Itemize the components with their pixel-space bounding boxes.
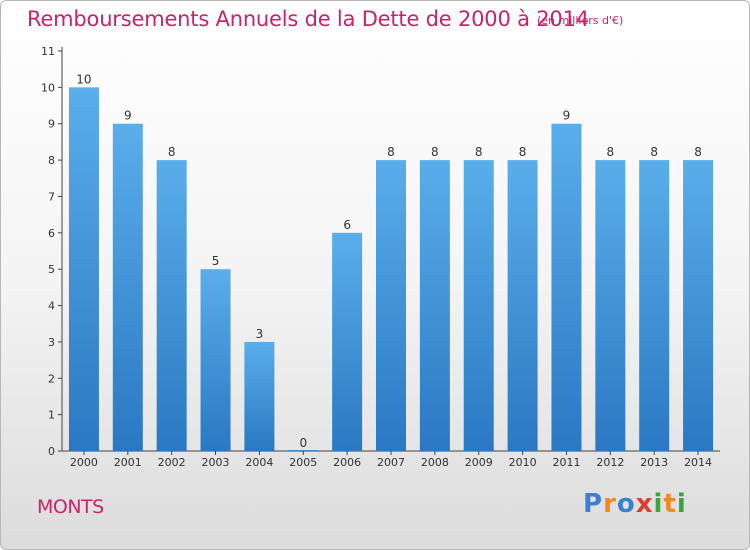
x-tick-label: 2007 — [377, 456, 405, 469]
x-tick-label: 2000 — [70, 456, 98, 469]
bar — [68, 87, 99, 451]
logo-letter: o — [616, 489, 636, 519]
logo-letter: t — [663, 489, 677, 519]
bar — [200, 269, 231, 451]
data-label: 8 — [694, 145, 702, 159]
logo-letter: P — [583, 489, 604, 519]
data-label: 6 — [343, 218, 351, 232]
bar — [376, 160, 406, 451]
x-tick-label: 2012 — [596, 456, 624, 469]
bar — [332, 232, 363, 451]
x-tick-label: 2003 — [202, 456, 230, 469]
y-tick-label: 6 — [48, 227, 55, 240]
x-tick-label: 2002 — [158, 456, 186, 469]
data-label: 8 — [431, 145, 439, 159]
x-tick-label: 2010 — [509, 456, 537, 469]
bar — [683, 160, 714, 451]
y-tick-label: 4 — [48, 300, 55, 313]
y-tick-label: 0 — [48, 445, 55, 458]
bar — [551, 123, 582, 452]
data-label: 8 — [475, 145, 483, 159]
x-tick-label: 2001 — [114, 456, 142, 469]
y-tick-label: 3 — [48, 336, 55, 349]
x-tick-label: 2013 — [640, 456, 668, 469]
bar — [419, 160, 450, 451]
bar — [112, 123, 143, 452]
x-tick-label: 2004 — [245, 456, 273, 469]
logo-letter: i — [676, 489, 687, 519]
data-label: 8 — [387, 145, 395, 159]
x-tick-label: 2006 — [333, 456, 361, 469]
data-label: 5 — [212, 254, 220, 268]
bar — [507, 160, 538, 451]
logo-letter: r — [603, 489, 617, 519]
data-label: 8 — [168, 145, 176, 159]
y-tick-label: 1 — [48, 409, 55, 422]
x-tick-label: 2014 — [684, 456, 712, 469]
y-tick-label: 10 — [41, 81, 55, 94]
chart-title: Remboursements Annuels de la Dette de 20… — [27, 7, 589, 31]
data-label: 8 — [519, 145, 527, 159]
bar — [595, 160, 626, 451]
y-tick-label: 7 — [48, 190, 55, 203]
data-label: 8 — [607, 145, 615, 159]
y-tick-label: 2 — [48, 372, 55, 385]
data-label: 3 — [256, 327, 264, 341]
commune-name: MONTS — [37, 496, 104, 518]
proxiti-logo: Proxiti — [583, 489, 687, 519]
x-tick-label: 2011 — [552, 456, 580, 469]
bar — [244, 341, 275, 451]
y-tick-label: 9 — [48, 118, 55, 131]
bar — [463, 160, 494, 451]
data-label: 10 — [76, 72, 91, 86]
x-tick-label: 2005 — [289, 456, 317, 469]
y-tick-label: 5 — [48, 263, 55, 276]
y-tick-label: 8 — [48, 154, 55, 167]
chart-unit-note: (en milliers d'€) — [537, 14, 624, 27]
x-tick-label: 2008 — [421, 456, 449, 469]
data-label: 9 — [124, 109, 132, 123]
data-label: 0 — [299, 436, 307, 450]
x-tick-label: 2009 — [465, 456, 493, 469]
logo-letter: i — [653, 489, 664, 519]
bar — [639, 160, 670, 451]
bar — [156, 160, 187, 451]
y-tick-label: 11 — [41, 45, 55, 58]
data-label: 9 — [563, 109, 571, 123]
logo-letter: x — [635, 489, 654, 519]
data-label: 8 — [650, 145, 658, 159]
